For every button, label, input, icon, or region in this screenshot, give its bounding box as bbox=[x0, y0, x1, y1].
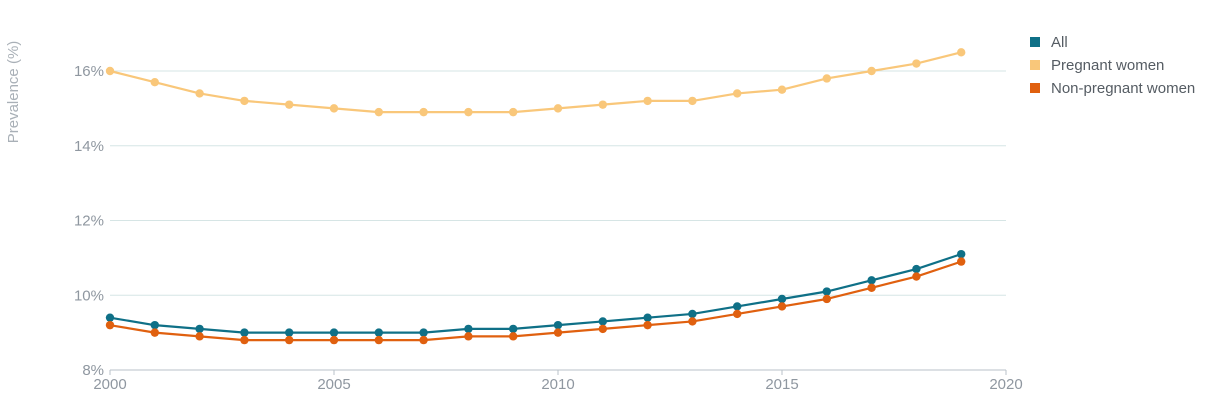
legend-item[interactable]: Pregnant women bbox=[1030, 57, 1164, 74]
data-point[interactable] bbox=[867, 283, 876, 292]
y-tick-label: 8% bbox=[82, 362, 104, 379]
data-point[interactable] bbox=[643, 320, 652, 330]
data-point[interactable] bbox=[912, 272, 921, 281]
data-point[interactable] bbox=[464, 332, 473, 341]
data-point[interactable] bbox=[240, 96, 249, 106]
data-point[interactable] bbox=[195, 324, 204, 334]
data-point[interactable] bbox=[285, 335, 294, 345]
data-point[interactable] bbox=[509, 107, 518, 117]
series-line bbox=[109, 51, 962, 114]
data-point[interactable] bbox=[822, 287, 831, 296]
y-tick-label: 14% bbox=[74, 138, 104, 155]
y-axis: 8% 10% 12% 14% 16% bbox=[74, 63, 104, 379]
y-tick-label: 12% bbox=[74, 213, 104, 230]
data-point[interactable] bbox=[912, 264, 921, 274]
data-point[interactable] bbox=[777, 294, 787, 304]
x-tick-label: 2020 bbox=[989, 376, 1022, 393]
data-point[interactable] bbox=[957, 249, 966, 259]
data-point[interactable] bbox=[329, 328, 339, 337]
legend-swatch bbox=[1030, 83, 1040, 93]
data-point[interactable] bbox=[374, 328, 383, 337]
legend-label: Non-pregnant women bbox=[1051, 80, 1195, 97]
data-point[interactable] bbox=[419, 328, 428, 337]
y-tick-label: 10% bbox=[74, 287, 104, 304]
data-point[interactable] bbox=[105, 66, 115, 76]
y-tick-label: 16% bbox=[74, 63, 104, 80]
legend-swatch bbox=[1030, 37, 1040, 47]
data-point[interactable] bbox=[777, 302, 787, 311]
x-tick-label: 2000 bbox=[93, 376, 126, 393]
data-point[interactable] bbox=[553, 104, 563, 113]
data-point[interactable] bbox=[464, 324, 473, 334]
data-point[interactable] bbox=[195, 332, 204, 341]
data-point[interactable] bbox=[643, 96, 652, 106]
data-point[interactable] bbox=[733, 302, 742, 311]
x-tick-label: 2015 bbox=[765, 376, 798, 393]
data-point[interactable] bbox=[195, 89, 204, 98]
series-line bbox=[109, 260, 962, 342]
data-point[interactable] bbox=[867, 276, 876, 285]
data-point[interactable] bbox=[688, 309, 697, 319]
data-point[interactable] bbox=[867, 66, 876, 76]
data-point[interactable] bbox=[822, 74, 831, 83]
data-point[interactable] bbox=[777, 85, 787, 94]
data-point[interactable] bbox=[105, 313, 115, 322]
series-group bbox=[105, 48, 966, 345]
legend: All Pregnant women Non-pregnant women bbox=[1030, 34, 1195, 97]
data-point[interactable] bbox=[329, 335, 339, 345]
data-point[interactable] bbox=[464, 107, 473, 117]
legend-label: Pregnant women bbox=[1051, 57, 1164, 74]
data-point[interactable] bbox=[150, 320, 159, 330]
data-point[interactable] bbox=[643, 313, 652, 322]
data-point[interactable] bbox=[240, 335, 249, 345]
data-point[interactable] bbox=[419, 107, 428, 117]
data-point[interactable] bbox=[329, 104, 339, 113]
data-point[interactable] bbox=[509, 332, 518, 341]
legend-item[interactable]: Non-pregnant women bbox=[1030, 80, 1195, 97]
x-axis: 2000 2005 2010 2015 2020 bbox=[93, 369, 1023, 393]
data-point[interactable] bbox=[150, 78, 159, 87]
series-line bbox=[109, 253, 962, 334]
data-point[interactable] bbox=[598, 317, 607, 326]
data-point[interactable] bbox=[285, 100, 294, 109]
data-point[interactable] bbox=[419, 335, 428, 345]
data-point[interactable] bbox=[688, 317, 697, 326]
data-point[interactable] bbox=[374, 335, 383, 345]
data-point[interactable] bbox=[733, 309, 742, 319]
data-point[interactable] bbox=[598, 100, 607, 109]
x-tick-label: 2005 bbox=[317, 376, 350, 393]
data-point[interactable] bbox=[957, 48, 966, 57]
series-all bbox=[105, 249, 966, 337]
legend-label: All bbox=[1051, 34, 1068, 51]
series-non-pregnant-women bbox=[105, 257, 966, 345]
data-point[interactable] bbox=[509, 324, 518, 334]
series-pregnant-women bbox=[105, 48, 966, 117]
data-point[interactable] bbox=[150, 328, 159, 337]
data-point[interactable] bbox=[285, 328, 294, 337]
data-point[interactable] bbox=[553, 328, 563, 337]
data-point[interactable] bbox=[957, 257, 966, 266]
data-point[interactable] bbox=[688, 96, 697, 106]
data-point[interactable] bbox=[105, 320, 115, 330]
x-tick-label: 2010 bbox=[541, 376, 574, 393]
data-point[interactable] bbox=[598, 324, 607, 334]
data-point[interactable] bbox=[912, 59, 921, 68]
data-point[interactable] bbox=[374, 107, 383, 117]
data-point[interactable] bbox=[240, 328, 249, 337]
data-point[interactable] bbox=[733, 89, 742, 98]
legend-swatch bbox=[1030, 60, 1040, 70]
grid bbox=[110, 70, 1006, 296]
legend-item[interactable]: All bbox=[1030, 34, 1068, 51]
data-point[interactable] bbox=[553, 320, 563, 330]
data-point[interactable] bbox=[822, 294, 831, 304]
y-axis-title: Prevalence (%) bbox=[5, 41, 22, 144]
